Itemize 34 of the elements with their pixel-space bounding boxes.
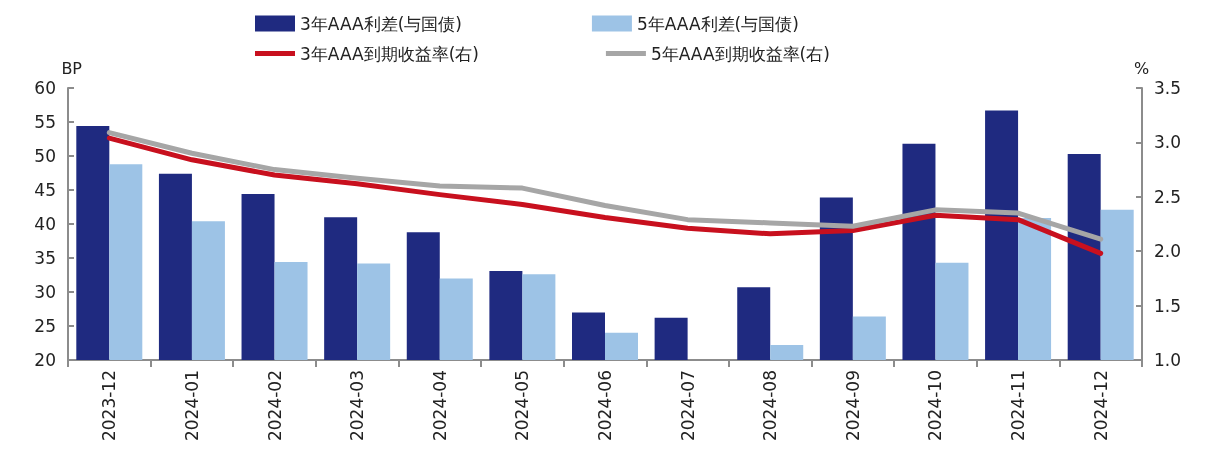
x-tick-label: 2024-05 [512, 370, 533, 442]
y2-axis-title: % [1134, 58, 1150, 78]
legend-label: 5年AAA利差(与国债) [636, 13, 799, 34]
x-tick-label: 2024-02 [264, 370, 285, 442]
y2-tick-label: 3.5 [1154, 78, 1182, 98]
y-tick-label: 55 [34, 112, 56, 132]
legend-label: 3年AAA到期收益率(右) [300, 43, 479, 64]
y-axis-title: BP [61, 58, 83, 78]
x-tick-label: 2024-07 [677, 370, 698, 442]
y2-tick-label: 2.5 [1154, 186, 1182, 207]
x-tick-label: 2024-06 [595, 370, 615, 442]
y-tick-label: 30 [34, 282, 56, 302]
x-tick-label: 2024-08 [760, 370, 781, 442]
legend-label: 5年AAA到期收益率(右) [650, 43, 830, 64]
x-tick-label: 2024-09 [842, 370, 863, 442]
x-tick-label: 2024-12 [1090, 370, 1111, 442]
y-tick-label: 25 [34, 316, 56, 336]
y-tick-label: 40 [34, 214, 56, 234]
y2-tick-label: 2.0 [1154, 241, 1182, 262]
y2-tick-label: 1.5 [1154, 295, 1182, 316]
x-tick-label: 2024-01 [181, 370, 202, 442]
y-tick-label: 60 [34, 78, 56, 98]
x-tick-label: 2023-12 [99, 370, 120, 442]
y-tick-label: 35 [34, 248, 56, 268]
x-tick-label: 2024-10 [925, 370, 946, 442]
y2-tick-label: 3.0 [1154, 132, 1182, 153]
y2-tick-label: 1.0 [1154, 350, 1182, 370]
x-tick-label: 2024-04 [429, 370, 450, 442]
legend-label: 3年AAA利差(与国债) [300, 13, 462, 34]
y-tick-label: 50 [34, 146, 56, 166]
y-tick-label: 20 [34, 350, 56, 370]
x-tick-label: 2024-03 [347, 370, 368, 442]
y-tick-label: 45 [34, 180, 56, 200]
x-tick-label: 2024-11 [1008, 370, 1029, 442]
